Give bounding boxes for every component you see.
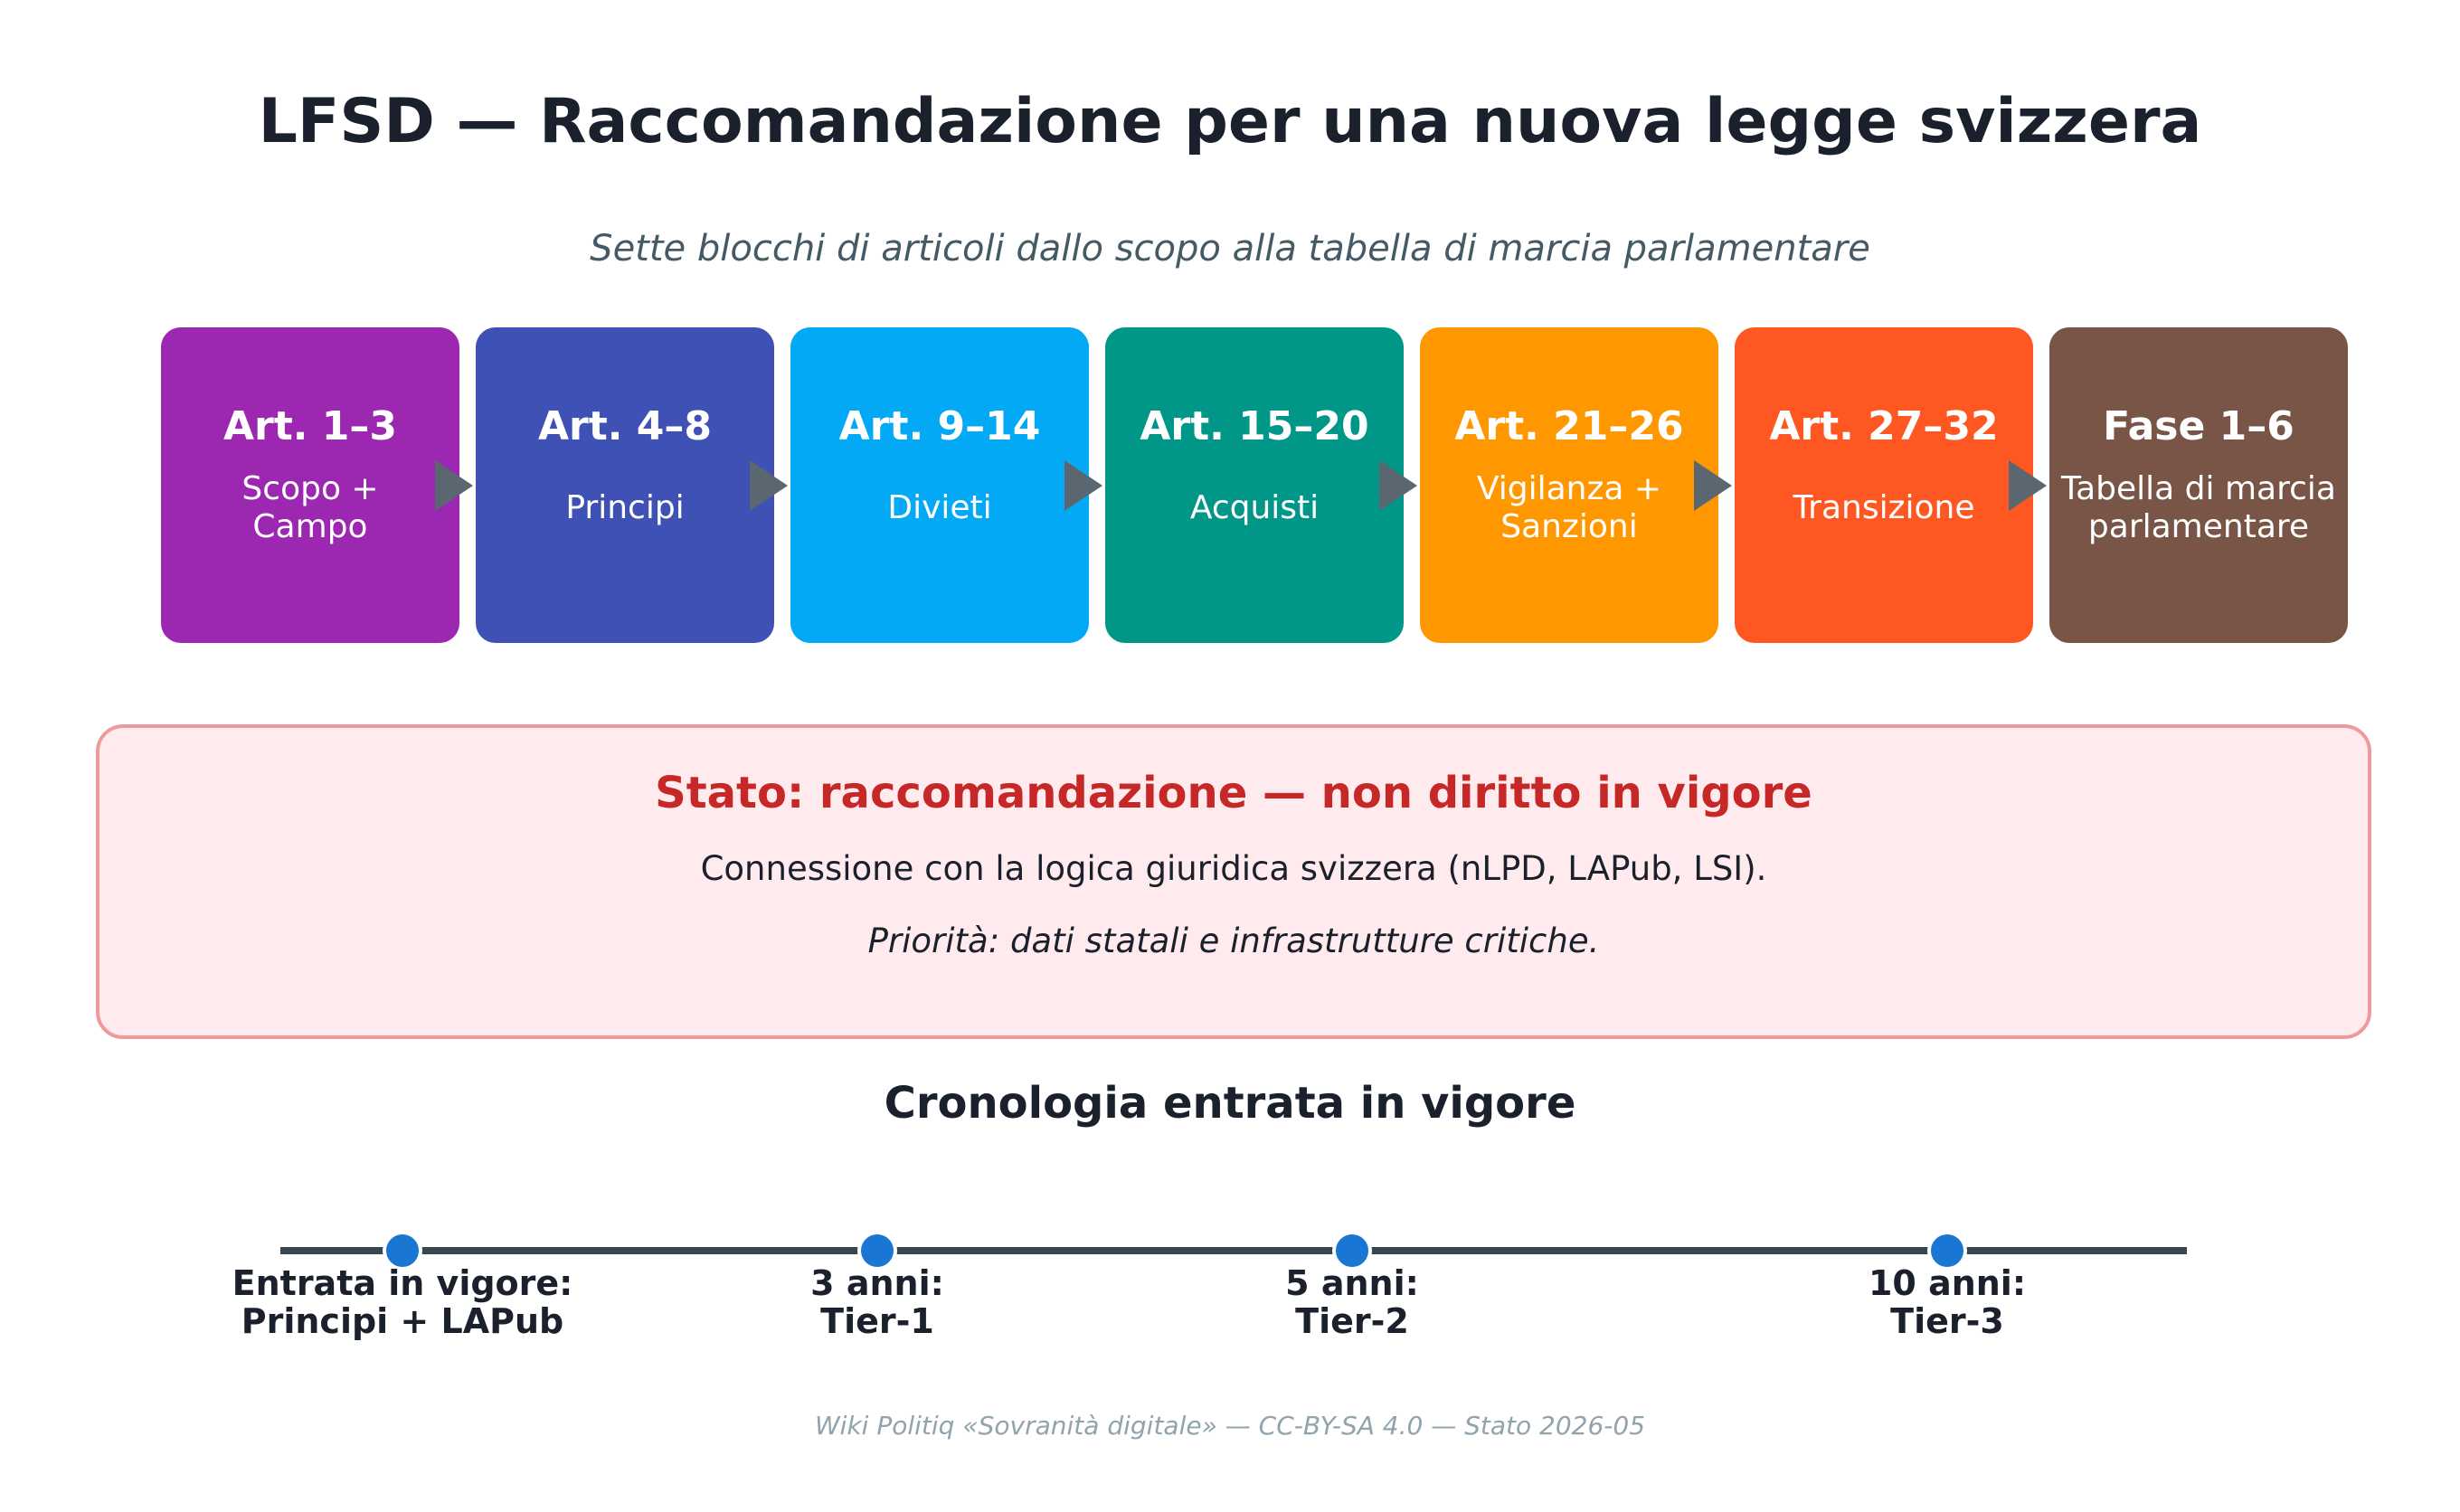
timeline-dot <box>1927 1231 1967 1271</box>
arrow-right-icon <box>750 460 788 511</box>
arrow-right-icon <box>1694 460 1732 511</box>
arrow-right-icon <box>435 460 473 511</box>
status-connection-text: Connessione con la logica giuridica sviz… <box>700 849 1767 888</box>
arrow-right-icon <box>1379 460 1417 511</box>
timeline-label: Entrata in vigore: Principi + LAPub <box>232 1263 573 1341</box>
status-title: Stato: raccomandazione — non diritto in … <box>655 768 1812 818</box>
timeline-title: Cronologia entrata in vigore <box>884 1078 1576 1129</box>
diagram-title: LFSD — Raccomandazione per una nuova leg… <box>258 86 2202 157</box>
status-priority-text: Priorità: dati statali e infrastrutture … <box>867 921 1600 960</box>
block-desc: Transizione <box>1793 489 1975 526</box>
block-head: Art. 27–32 <box>1769 403 1999 449</box>
block-desc: Divieti <box>887 489 992 526</box>
block-head: Art. 4–8 <box>537 403 713 449</box>
block-art-4-8: Art. 4–8 Principi <box>476 327 774 643</box>
block-art-1-3: Art. 1–3 Scopo + Campo <box>161 327 459 643</box>
block-desc: Scopo + Campo <box>241 470 379 545</box>
timeline-label: 10 anni: Tier-3 <box>1868 1263 2027 1341</box>
diagram-subtitle: Sette blocchi di articoli dallo scopo al… <box>590 228 1870 269</box>
block-fase-1-6: Fase 1–6 Tabella di marcia parlamentare <box>2049 327 2348 643</box>
block-art-27-32: Art. 27–32 Transizione <box>1735 327 2033 643</box>
block-desc: Vigilanza + Sanzioni <box>1476 470 1662 545</box>
status-box: Stato: raccomandazione — non diritto in … <box>96 724 2371 1039</box>
footer-credit: Wiki Politiq «Sovranità digitale» — CC-B… <box>814 1411 1646 1441</box>
block-head: Art. 1–3 <box>222 403 398 449</box>
timeline-dot <box>1332 1231 1372 1271</box>
block-desc: Principi <box>565 489 685 526</box>
arrow-right-icon <box>2009 460 2047 511</box>
timeline-dot <box>857 1231 897 1271</box>
block-head: Art. 9–14 <box>838 403 1041 449</box>
block-art-15-20: Art. 15–20 Acquisti <box>1105 327 1404 643</box>
arrow-right-icon <box>1064 460 1102 511</box>
timeline-label: 3 anni: Tier-1 <box>810 1263 944 1341</box>
block-head: Art. 15–20 <box>1140 403 1369 449</box>
timeline-line <box>280 1247 2187 1254</box>
timeline-label: 5 anni: Tier-2 <box>1285 1263 1419 1341</box>
block-desc: Acquisti <box>1189 489 1320 526</box>
block-head: Fase 1–6 <box>2103 403 2294 449</box>
block-art-21-26: Art. 21–26 Vigilanza + Sanzioni <box>1420 327 1718 643</box>
block-desc: Tabella di marcia parlamentare <box>2061 470 2336 545</box>
timeline-dot <box>383 1231 422 1271</box>
block-art-9-14: Art. 9–14 Divieti <box>790 327 1089 643</box>
block-head: Art. 21–26 <box>1454 403 1684 449</box>
